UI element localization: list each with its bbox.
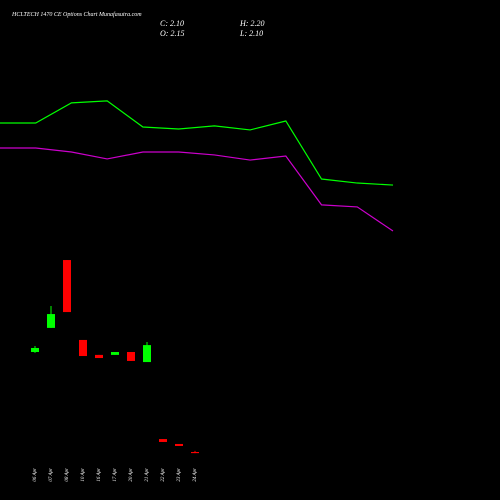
candle-body [111, 352, 119, 355]
x-tick-label: 21 Apr [145, 468, 150, 482]
x-tick-label: 17 Apr [113, 468, 118, 482]
candle-body [159, 439, 167, 442]
high-info: H: 2.20 [239, 19, 264, 28]
candle-body [79, 339, 87, 357]
low-info: L: 2.10 [239, 29, 263, 38]
candle-body [175, 443, 183, 446]
candle-body [63, 260, 71, 313]
candle-body [143, 345, 151, 363]
x-tick-label: 16 Apr [97, 468, 102, 482]
close-info: C: 2.10 [160, 19, 184, 28]
candle-body [191, 452, 199, 454]
chart-title: HCLTECH 1470 CE Options Chart Munafasutr… [11, 11, 142, 18]
x-tick-label: 08 Apr [65, 468, 70, 482]
moving-line [0, 147, 394, 232]
x-tick-label: 20 Apr [129, 468, 134, 482]
open-info: O: 2.15 [160, 29, 184, 38]
candle-body [127, 352, 135, 361]
x-tick-label: 23 Apr [177, 468, 182, 482]
x-tick-label: 10 Apr [81, 468, 86, 482]
x-tick-label: 07 Apr [49, 468, 54, 482]
x-tick-label: 24 Apr [193, 468, 198, 482]
candle-body [95, 354, 103, 359]
x-tick-label: 06 Apr [33, 468, 38, 482]
moving-line [0, 100, 394, 186]
candle-body [47, 314, 55, 328]
x-tick-label: 22 Apr [161, 468, 166, 482]
candle-body [31, 347, 39, 353]
